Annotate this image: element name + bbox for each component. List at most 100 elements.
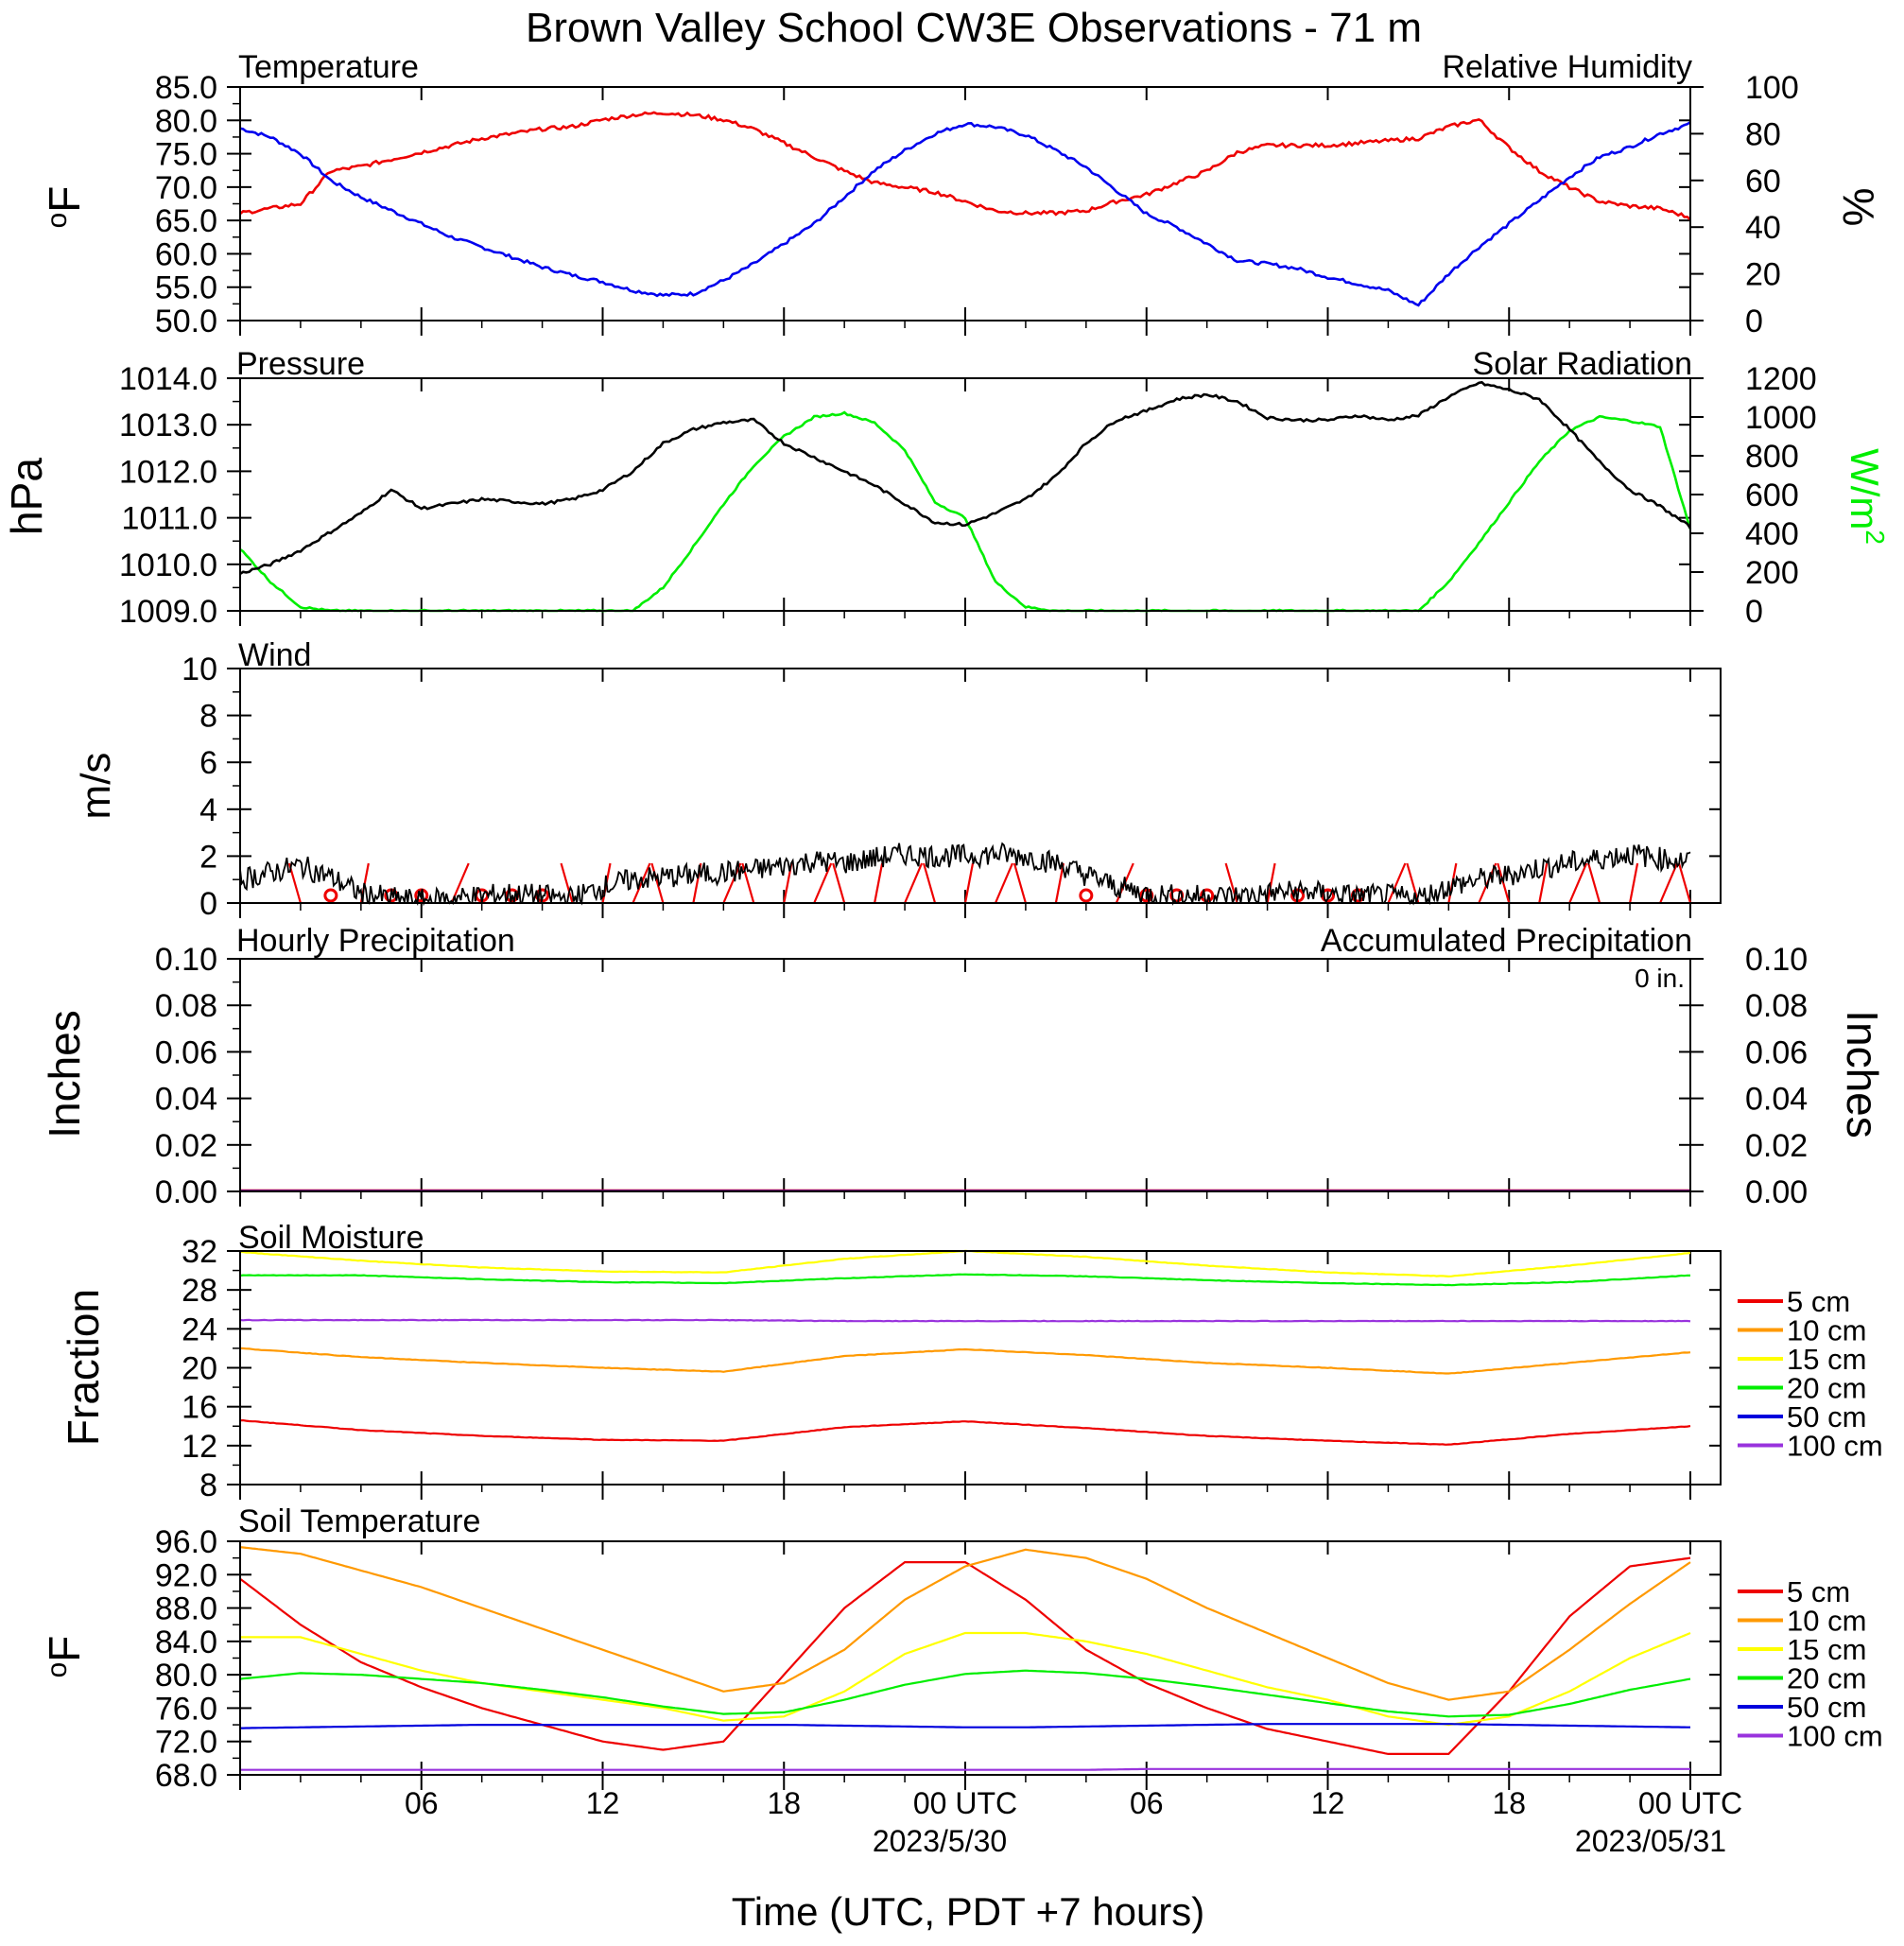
legend-label: 5 cm: [1787, 1285, 1850, 1318]
y-right-tick-label: 20: [1745, 257, 1781, 293]
x-tick-label: 12: [1311, 1786, 1345, 1820]
wind-barb: [874, 862, 884, 904]
calm-wind-marker: [1079, 888, 1094, 903]
y-right-tick-label: 0.02: [1745, 1128, 1808, 1164]
pressure-axis-label: hPa: [2, 458, 51, 535]
y-tick-label: 1013.0: [119, 408, 217, 443]
x-axis-label: Time (UTC, PDT +7 hours): [732, 1889, 1205, 1934]
rh-y-ticks: 0 20 40 60 80 100: [1690, 70, 1799, 339]
series-50-cm: [240, 1723, 1690, 1729]
temperature-axis-label: oF: [40, 186, 89, 229]
y-tick-label: 1009.0: [119, 594, 217, 630]
legend-label: 10 cm: [1787, 1314, 1866, 1347]
rh-axis-label: %: [1834, 188, 1883, 227]
wind-barb: [560, 862, 574, 904]
y-tick-label: 20: [182, 1351, 217, 1387]
y-tick-label: 10: [182, 652, 217, 687]
soil-moisture-lines: [239, 1249, 1691, 1446]
wind-barb: [1587, 862, 1601, 904]
wind-barb: [632, 862, 651, 904]
y-tick-label: 96.0: [155, 1524, 217, 1560]
y-right-tick-label: 60: [1745, 164, 1781, 200]
wind-barb: [722, 862, 742, 904]
y-tick-label: 75.0: [155, 137, 217, 173]
y-tick-label: 84.0: [155, 1625, 217, 1660]
y-tick-label: 0: [199, 886, 217, 922]
y-tick-label: 32: [182, 1234, 217, 1270]
wind-barb: [1406, 862, 1420, 904]
legend-label: 20 cm: [1787, 1372, 1866, 1405]
series-temperature: [239, 121, 1691, 307]
y-right-tick-label: 100: [1745, 70, 1799, 106]
y-tick-label: 0.02: [155, 1128, 217, 1164]
panel-precipitation: Hourly Precipitation Accumulated Precipi…: [40, 923, 1887, 1210]
wind-barb: [1013, 862, 1027, 904]
y-tick-label: 68.0: [155, 1758, 217, 1794]
accum-precip-axis-label: Inches: [1838, 1010, 1887, 1138]
y-tick-label: 0.06: [155, 1034, 217, 1070]
pressure-y-ticks: 1009.0 1010.0 1011.0 1012.0 1013.0 1014.0: [119, 361, 1690, 630]
y-tick-label: 65.0: [155, 203, 217, 239]
series-5-cm: [239, 1556, 1691, 1756]
temperature-y-ticks: 50.055.060.065.070.075.080.085.0: [155, 70, 1690, 339]
wind-barb: [1538, 862, 1549, 904]
x-tick-label: 06: [1130, 1786, 1164, 1820]
soil-temp-axis-label: oF: [40, 1636, 89, 1678]
x-tick-label: 12: [586, 1786, 620, 1820]
y-right-tick-label: 1200: [1745, 361, 1817, 397]
precip-frame: [239, 958, 1691, 1192]
accum-precip-title: Accumulated Precipitation: [1321, 923, 1692, 959]
wind-barb: [994, 862, 1013, 904]
y-tick-label: 92.0: [155, 1557, 217, 1593]
y-right-tick-label: 600: [1745, 478, 1799, 513]
wind-barb: [1266, 862, 1276, 904]
hourly-precip-axis-label: Inches: [40, 1010, 89, 1138]
y-tick-label: 60.0: [155, 236, 217, 272]
series-solar-radiation: [239, 410, 1692, 613]
wind-frame: [239, 668, 1722, 904]
y-tick-label: 76.0: [155, 1691, 217, 1727]
y-tick-label: 0.08: [155, 988, 217, 1024]
legend-label: 15 cm: [1787, 1343, 1866, 1376]
y-right-tick-label: 1000: [1745, 400, 1817, 436]
y-tick-label: 4: [199, 792, 217, 828]
y-tick-label: 12: [182, 1429, 217, 1465]
x-tick-label: 18: [767, 1786, 801, 1820]
wind-barb: [922, 862, 937, 904]
wind-barb: [963, 862, 975, 904]
accum-precip-total: 0 in.: [1635, 964, 1685, 993]
wind-barb: [1497, 862, 1511, 904]
y-right-tick-label: 40: [1745, 210, 1781, 246]
wind-barb: [1387, 862, 1407, 904]
series-100-cm: [239, 1318, 1691, 1323]
y-right-tick-label: 0.06: [1745, 1034, 1808, 1070]
wind-y-ticks: 0 2 4 6 8 10: [182, 652, 1721, 922]
y-tick-label: 28: [182, 1273, 217, 1309]
soil-moisture-frame: [239, 1250, 1722, 1486]
series-relative-humidity: [239, 111, 1691, 221]
y-tick-label: 8: [199, 1468, 217, 1503]
y-tick-label: 70.0: [155, 170, 217, 206]
legend-label: 15 cm: [1787, 1633, 1866, 1666]
y-right-tick-label: 80: [1745, 116, 1781, 152]
legend-label: 10 cm: [1787, 1605, 1866, 1638]
pressure-solar-frame: [239, 377, 1691, 612]
y-tick-label: 80.0: [155, 103, 217, 139]
soil-moisture-x-ticks: [239, 1251, 1691, 1500]
y-right-tick-label: 800: [1745, 439, 1799, 475]
date-label-1: 2023/5/30: [873, 1824, 1007, 1858]
series-10-cm: [239, 1347, 1691, 1375]
wind-barb: [904, 862, 924, 904]
soil-temp-title: Soil Temperature: [238, 1503, 480, 1539]
y-tick-label: 1014.0: [119, 361, 217, 397]
legend-label: 50 cm: [1787, 1400, 1866, 1433]
y-tick-label: 72.0: [155, 1725, 217, 1761]
panel-wind: Wind m/s 0 2 4 6 8 10: [73, 637, 1722, 922]
wind-title: Wind: [238, 637, 311, 673]
y-tick-label: 8: [199, 699, 217, 735]
